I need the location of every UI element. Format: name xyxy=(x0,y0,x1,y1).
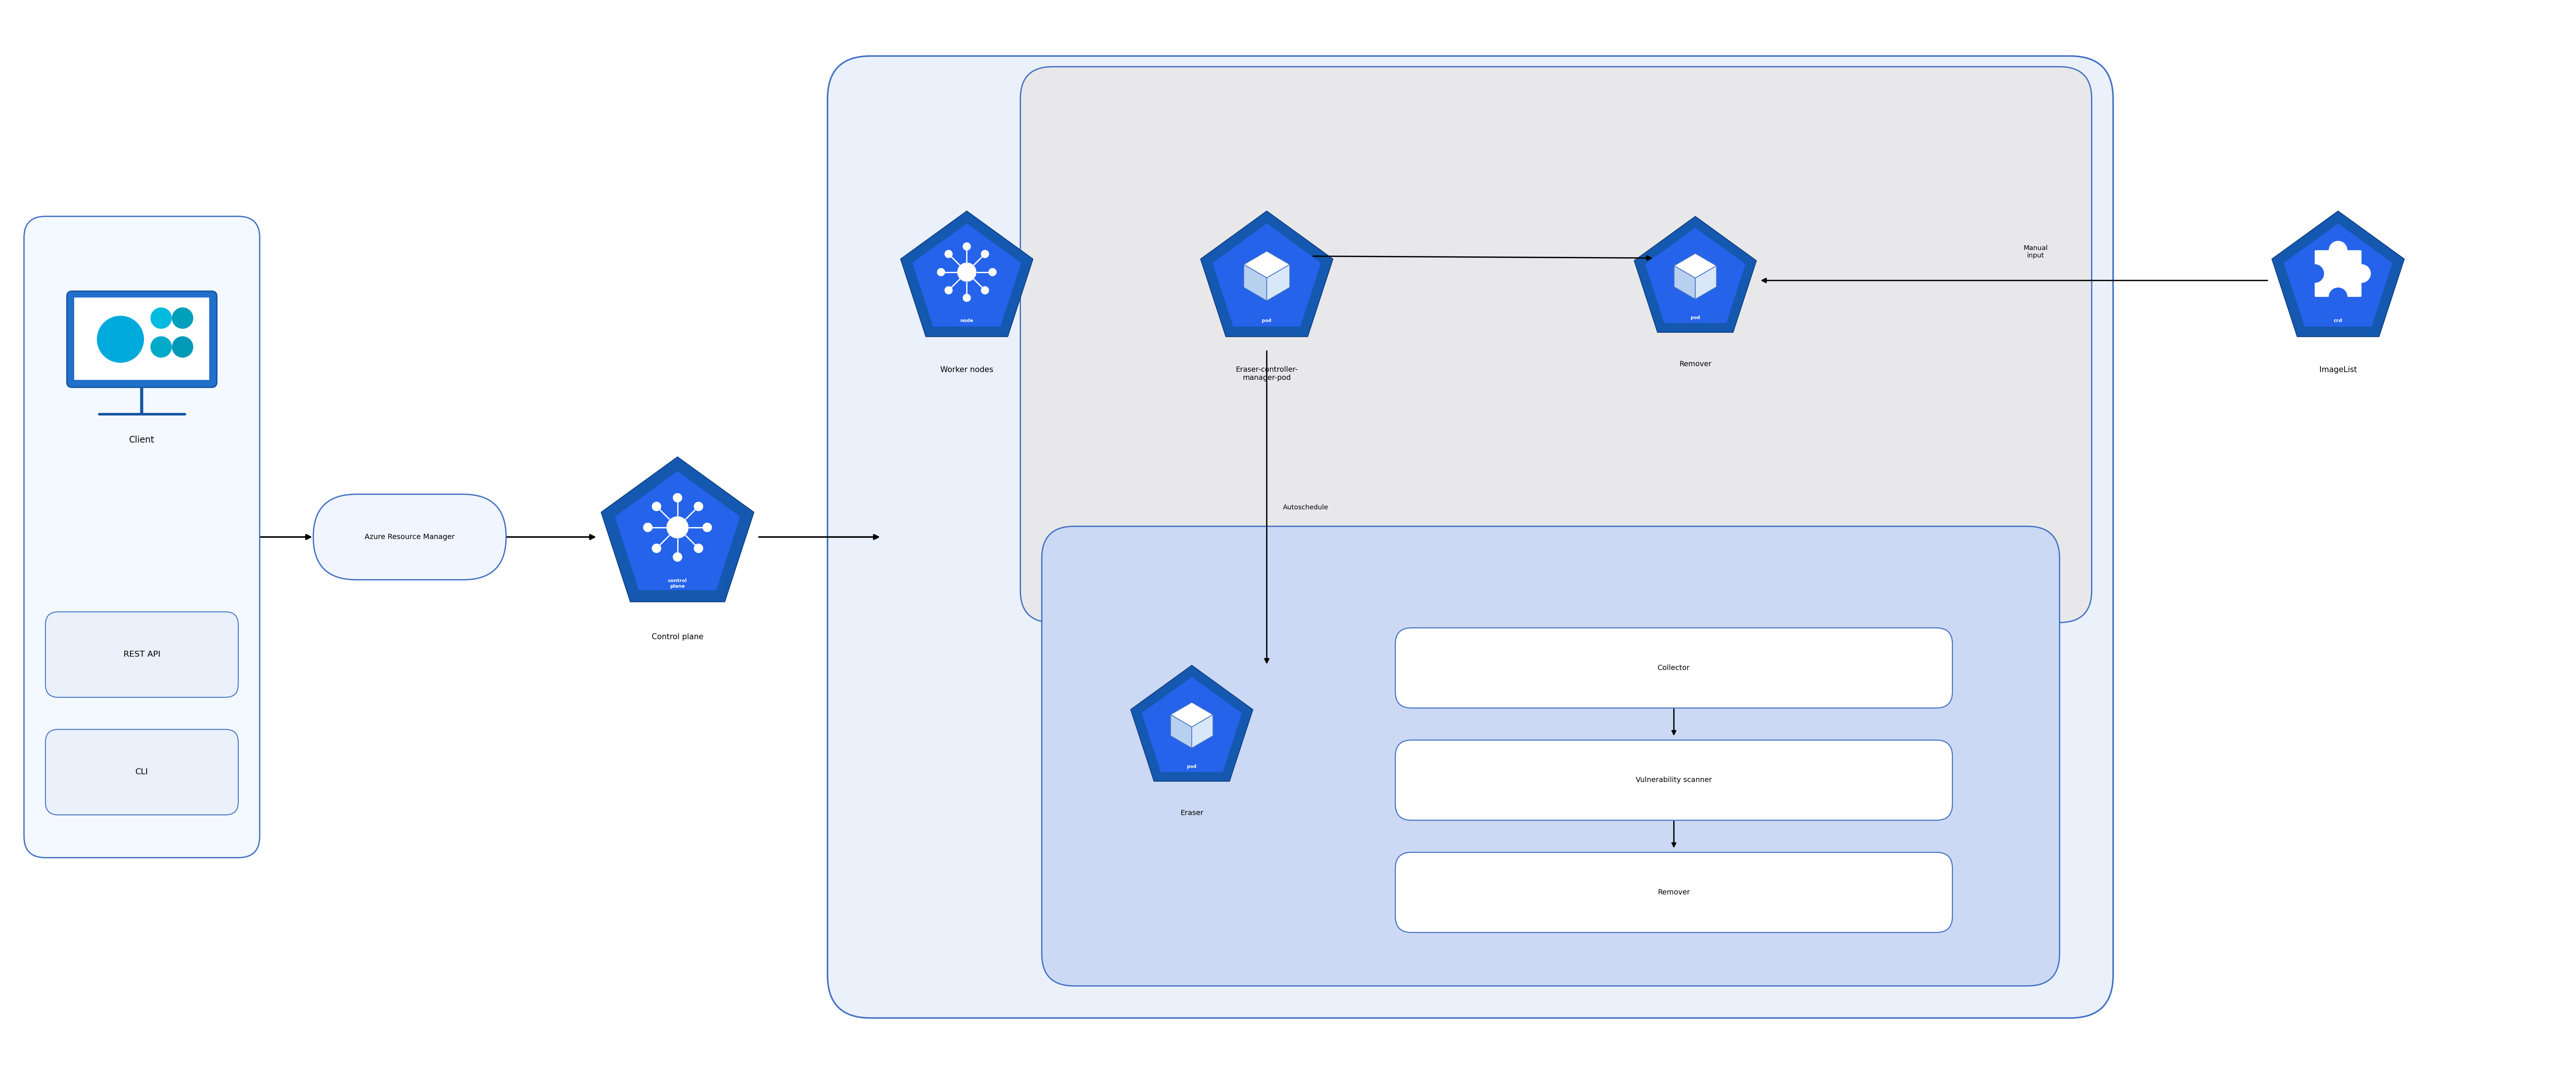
FancyBboxPatch shape xyxy=(1396,740,1953,821)
Polygon shape xyxy=(1200,211,1332,336)
FancyBboxPatch shape xyxy=(1396,628,1953,708)
Polygon shape xyxy=(1674,253,1716,278)
Text: crd: crd xyxy=(2334,318,2342,323)
Circle shape xyxy=(938,268,945,276)
Polygon shape xyxy=(600,456,755,601)
Circle shape xyxy=(652,543,662,553)
Circle shape xyxy=(703,523,711,532)
Circle shape xyxy=(981,250,989,258)
Text: Vulnerability scanner: Vulnerability scanner xyxy=(1636,777,1713,784)
FancyBboxPatch shape xyxy=(1396,853,1953,932)
Circle shape xyxy=(644,523,652,532)
Polygon shape xyxy=(1170,702,1213,727)
Circle shape xyxy=(945,286,953,294)
FancyBboxPatch shape xyxy=(827,56,2112,1018)
FancyBboxPatch shape xyxy=(67,291,216,388)
Circle shape xyxy=(173,336,193,358)
Circle shape xyxy=(149,307,173,329)
Circle shape xyxy=(2352,264,2370,282)
FancyBboxPatch shape xyxy=(314,494,505,580)
FancyBboxPatch shape xyxy=(2313,250,2362,296)
Text: Collector: Collector xyxy=(1656,665,1690,671)
Text: pod: pod xyxy=(1690,316,1700,320)
Circle shape xyxy=(652,502,662,511)
Polygon shape xyxy=(1267,264,1291,301)
Text: CLI: CLI xyxy=(137,768,149,775)
Polygon shape xyxy=(1244,251,1291,278)
FancyBboxPatch shape xyxy=(23,216,260,858)
FancyBboxPatch shape xyxy=(46,729,237,815)
Circle shape xyxy=(149,336,173,358)
Polygon shape xyxy=(902,211,1033,336)
Circle shape xyxy=(2306,264,2324,282)
Polygon shape xyxy=(2282,223,2393,326)
Circle shape xyxy=(2329,241,2347,260)
Polygon shape xyxy=(1170,714,1193,749)
Text: Manual
input: Manual input xyxy=(2022,245,2048,259)
Text: REST API: REST API xyxy=(124,651,160,658)
Circle shape xyxy=(963,293,971,302)
Text: pod: pod xyxy=(1188,765,1195,769)
FancyBboxPatch shape xyxy=(1020,67,2092,623)
Circle shape xyxy=(667,517,688,538)
Polygon shape xyxy=(1695,265,1716,300)
Text: pod: pod xyxy=(1262,318,1273,323)
Circle shape xyxy=(672,552,683,562)
Polygon shape xyxy=(1633,216,1757,332)
Polygon shape xyxy=(912,223,1020,326)
FancyBboxPatch shape xyxy=(1041,526,2058,986)
FancyBboxPatch shape xyxy=(46,612,237,697)
Text: Client: Client xyxy=(129,435,155,445)
Text: Azure Resource Manager: Azure Resource Manager xyxy=(366,534,456,540)
Polygon shape xyxy=(1141,677,1242,772)
Text: Autoschedule: Autoschedule xyxy=(1283,505,1329,511)
Circle shape xyxy=(693,502,703,511)
Circle shape xyxy=(958,263,976,281)
Text: Control plane: Control plane xyxy=(652,634,703,640)
Circle shape xyxy=(98,316,144,363)
Polygon shape xyxy=(1193,714,1213,749)
Circle shape xyxy=(672,493,683,503)
Polygon shape xyxy=(2272,211,2403,336)
Polygon shape xyxy=(1131,665,1252,781)
Text: node: node xyxy=(961,318,974,323)
Circle shape xyxy=(981,286,989,294)
Circle shape xyxy=(963,243,971,250)
Circle shape xyxy=(989,268,997,276)
Circle shape xyxy=(945,250,953,258)
Polygon shape xyxy=(616,471,739,591)
Polygon shape xyxy=(1213,223,1321,326)
Text: Eraser: Eraser xyxy=(1180,810,1203,816)
Polygon shape xyxy=(1674,265,1695,300)
Text: ImageList: ImageList xyxy=(2318,366,2357,374)
Circle shape xyxy=(2329,288,2347,306)
Text: Worker nodes: Worker nodes xyxy=(940,366,994,374)
Polygon shape xyxy=(1646,228,1744,323)
Text: Eraser-controller-
manager-pod: Eraser-controller- manager-pod xyxy=(1236,366,1298,381)
Circle shape xyxy=(173,307,193,329)
Text: Remover: Remover xyxy=(1656,889,1690,896)
Text: control
plane: control plane xyxy=(667,578,688,589)
Polygon shape xyxy=(1244,264,1267,301)
Circle shape xyxy=(693,543,703,553)
Text: Remover: Remover xyxy=(1680,361,1710,367)
FancyBboxPatch shape xyxy=(75,297,209,380)
